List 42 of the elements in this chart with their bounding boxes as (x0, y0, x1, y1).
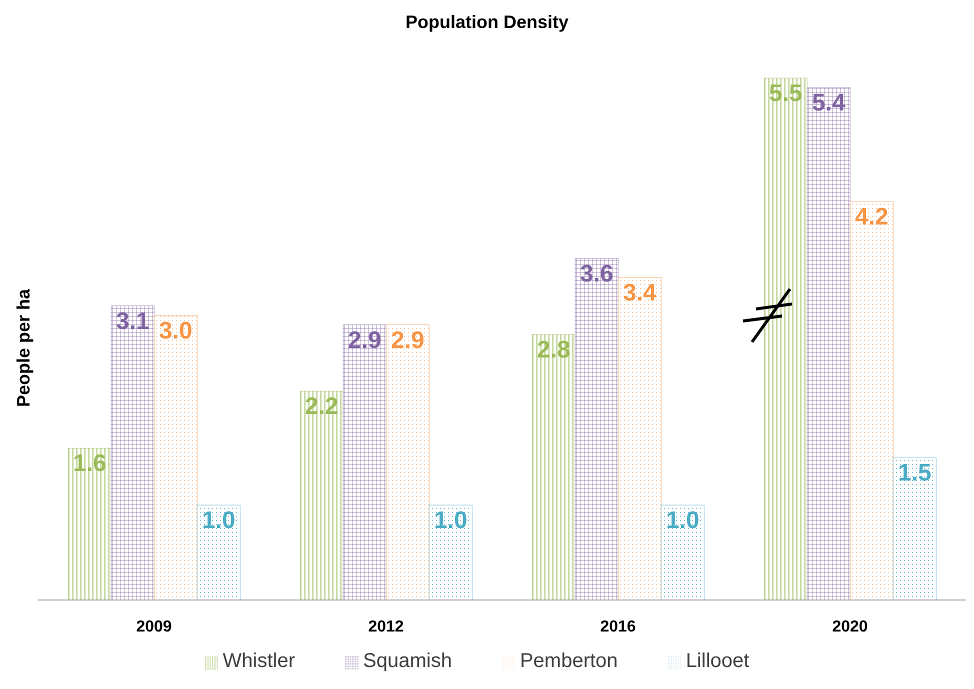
data-label: 3.0 (158, 317, 192, 344)
legend-label: Pemberton (520, 650, 618, 672)
data-label: 2.9 (348, 326, 382, 354)
legend-label: Whistler (222, 650, 296, 672)
bar (68, 448, 112, 600)
data-label: 3.6 (580, 260, 614, 288)
data-label: 3.4 (622, 279, 657, 306)
data-label: 1.0 (202, 507, 236, 534)
bar (618, 277, 662, 600)
data-label: 2.2 (304, 393, 338, 420)
bar (342, 324, 386, 600)
data-label: 2.8 (536, 336, 570, 364)
bar (850, 201, 894, 600)
bar (154, 314, 198, 600)
y-axis-title: People per ha (13, 288, 34, 408)
data-label: 1.0 (434, 507, 468, 534)
bar (386, 324, 430, 600)
x-tick-label: 2009 (136, 618, 172, 636)
bar (806, 87, 850, 600)
chart-title: Population Density (404, 12, 570, 33)
bar (428, 504, 472, 600)
data-label: 1.6 (72, 450, 106, 478)
data-label: 3.1 (116, 308, 150, 335)
bar (892, 457, 936, 600)
bar (660, 504, 704, 600)
bar (300, 390, 344, 600)
x-tick-label: 2012 (368, 618, 404, 636)
x-tick-label: 2016 (600, 618, 636, 636)
data-label: 2.9 (390, 326, 424, 354)
x-tick-label: 2020 (832, 618, 868, 636)
bar (110, 305, 154, 600)
legend-label: Squamish (363, 650, 452, 672)
data-label: 5.4 (812, 90, 846, 117)
data-label: 5.5 (768, 80, 802, 108)
data-label: 1.0 (666, 507, 700, 534)
bar (532, 334, 576, 600)
bar (574, 258, 618, 600)
bar (764, 78, 808, 600)
legend-label: Lillooet (686, 650, 750, 672)
data-label: 1.5 (898, 460, 932, 487)
bar (196, 504, 240, 600)
data-label: 4.2 (854, 203, 888, 230)
